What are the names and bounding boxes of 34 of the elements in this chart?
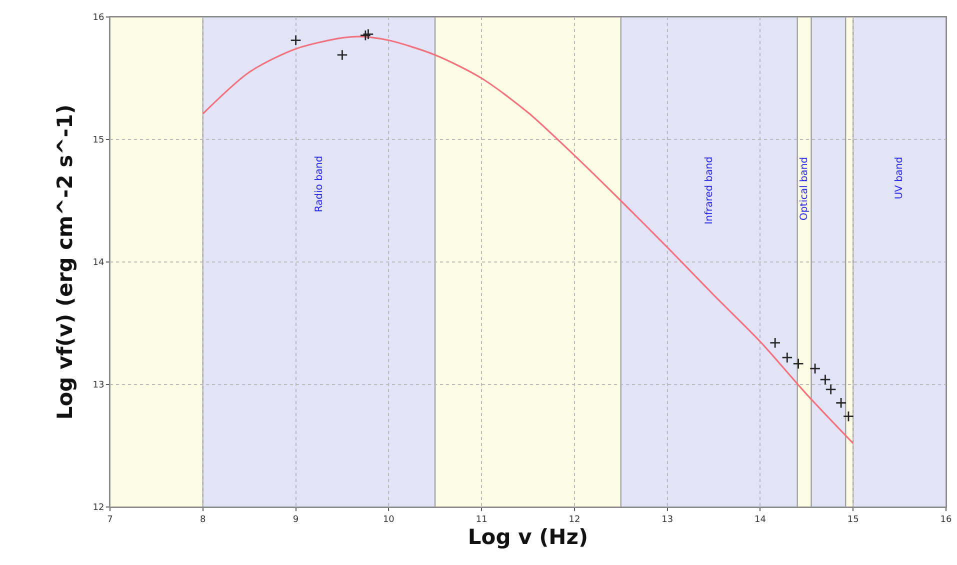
y-axis-title: Log vf(v) (erg cm^-2 s^-1) (52, 104, 77, 420)
point (792, 358, 804, 370)
line-series (202, 36, 854, 444)
x-tick-label: 11 (476, 514, 488, 525)
y-tick-label: 12 (92, 503, 104, 514)
point (835, 397, 847, 408)
point (782, 352, 793, 364)
band-label: Optical band (799, 156, 810, 221)
point (769, 337, 781, 348)
y-tick-label: 13 (92, 380, 104, 391)
point (809, 362, 821, 374)
band-label: UV band (894, 156, 905, 200)
x-tick-label: 14 (754, 514, 766, 525)
x-tick-label: 10 (382, 514, 395, 525)
point (825, 384, 836, 395)
y-tick-label: 16 (92, 13, 104, 24)
x-tick-label: 13 (662, 514, 674, 525)
x-tick-label: 7 (107, 514, 113, 525)
x-tick-label: 12 (568, 514, 580, 525)
y-tick-label: 15 (92, 136, 104, 146)
point (360, 30, 372, 41)
point (842, 410, 854, 422)
band-label: Radio band (314, 156, 325, 212)
point (362, 28, 374, 40)
point (290, 34, 302, 46)
y-tick-label: 14 (92, 258, 104, 268)
x-tick-label: 8 (200, 514, 206, 525)
x-tick-label: 16 (940, 514, 952, 525)
x-tick-label: 15 (847, 514, 859, 525)
point (336, 49, 348, 61)
x-tick-label: 9 (292, 514, 299, 525)
band-label: Infrared band (704, 156, 715, 224)
x-axis-title: Log v (Hz) (468, 524, 588, 549)
point (820, 374, 831, 386)
